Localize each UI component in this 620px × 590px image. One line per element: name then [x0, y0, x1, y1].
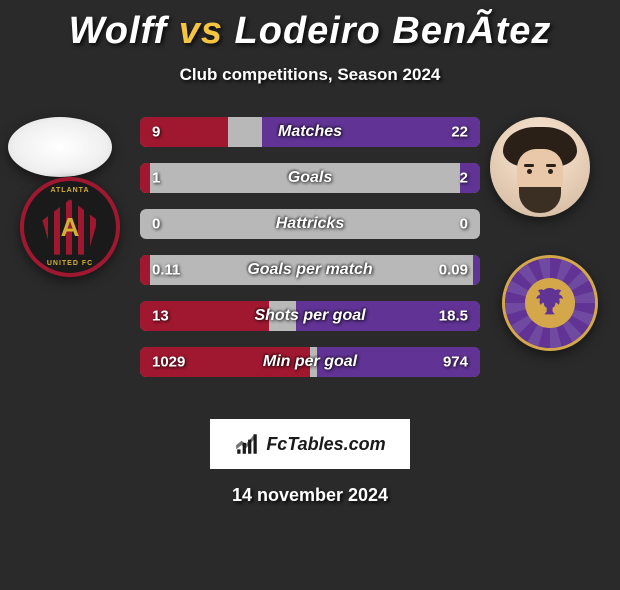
stat-label: Hattricks: [140, 215, 480, 233]
atlanta-ring-bot: UNITED FC: [24, 260, 116, 267]
fctables-watermark: FcTables.com: [210, 419, 410, 469]
stat-row: 922Matches: [140, 117, 480, 147]
stat-label: Goals per match: [140, 261, 480, 279]
player1-avatar: [8, 117, 112, 177]
stat-row: 12Goals: [140, 163, 480, 193]
stat-label: Shots per goal: [140, 307, 480, 325]
subtitle: Club competitions, Season 2024: [0, 65, 620, 85]
vs-text: vs: [167, 10, 234, 52]
fctables-icon: [234, 431, 260, 457]
atlanta-a-icon: A: [42, 199, 97, 254]
page-title: Wolff vs Lodeiro BenÃ­tez: [0, 10, 620, 53]
player2-name: Lodeiro BenÃ­tez: [235, 10, 552, 52]
player1-name: Wolff: [69, 10, 168, 52]
stat-row: 1029974Min per goal: [140, 347, 480, 377]
fctables-label: FcTables.com: [266, 434, 385, 455]
stat-label: Min per goal: [140, 353, 480, 371]
atlanta-badge: ATLANTA A UNITED FC: [20, 177, 120, 277]
stat-label: Matches: [140, 123, 480, 141]
stat-bars: 922Matches 12Goals 00Hattricks 0.110.09Goal…: [140, 117, 480, 393]
orlando-badge: [502, 255, 598, 351]
club1-badge: ATLANTA A UNITED FC: [20, 177, 120, 277]
stat-row: 00Hattricks: [140, 209, 480, 239]
orlando-lion-icon: [525, 278, 575, 328]
comparison-stage: ATLANTA A UNITED FC 922Matches 12Goals 00H…: [0, 117, 620, 397]
date-label: 14 november 2024: [0, 485, 620, 506]
stat-label: Goals: [140, 169, 480, 187]
stat-row: 1318.5Shots per goal: [140, 301, 480, 331]
stat-row: 0.110.09Goals per match: [140, 255, 480, 285]
club2-badge: [502, 255, 598, 351]
atlanta-ring-top: ATLANTA: [24, 187, 116, 194]
player2-avatar: [490, 117, 590, 217]
